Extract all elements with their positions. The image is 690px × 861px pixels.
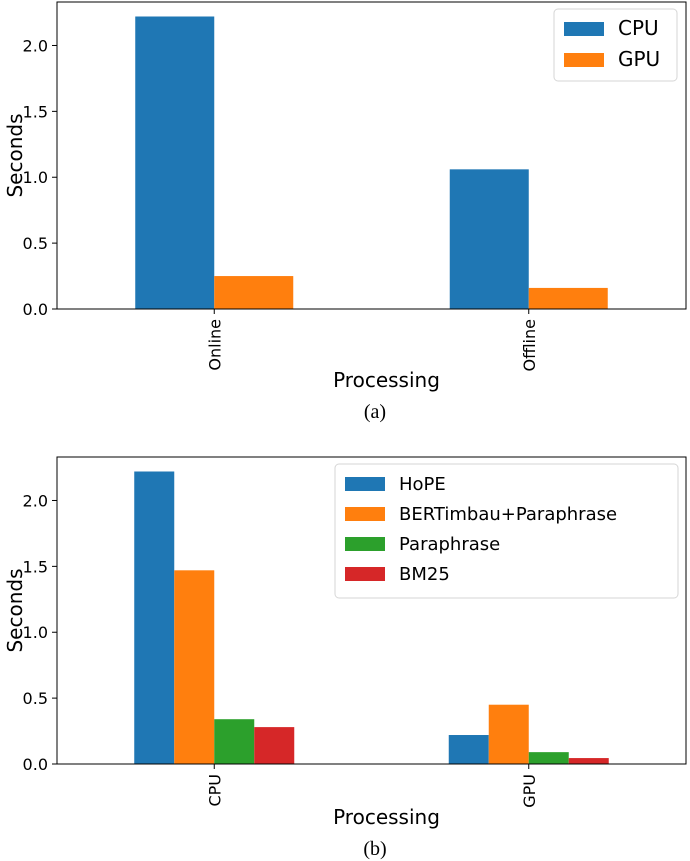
- x-tick-label: CPU: [205, 774, 224, 807]
- legend-swatch: [345, 477, 385, 491]
- figure-caption: (b): [363, 838, 386, 860]
- y-tick-label: 1.5: [23, 557, 48, 576]
- bar-bertimbau-paraphrase-cpu: [174, 570, 215, 764]
- bar-paraphrase-cpu: [214, 719, 255, 764]
- legend: CPU GPU: [553, 8, 678, 82]
- x-tick-label: Offline: [520, 319, 539, 372]
- bar-hope-gpu: [448, 735, 489, 764]
- axes-frame: [56, 456, 687, 765]
- chart-b: CPU GPU 0.0 0.5 1.0 1.5 2.0 Processing Seconds (b…: [3, 456, 687, 860]
- bar-bm25-cpu: [254, 727, 295, 764]
- bar-bm25-gpu: [568, 758, 609, 764]
- legend-label: Paraphrase: [399, 534, 500, 555]
- y-tick-label: 2.0: [23, 491, 48, 510]
- y-axis-label: Seconds: [3, 113, 27, 197]
- bar-hope-cpu: [134, 471, 175, 764]
- y-tick-label: 0.0: [23, 300, 48, 319]
- legend-label: BM25: [399, 564, 450, 585]
- bar-cpu-offline: [449, 169, 529, 309]
- y-tick-label: 2.0: [23, 36, 48, 55]
- legend-swatch: [564, 22, 604, 36]
- legend-swatch: [345, 567, 385, 581]
- x-axis-label: Processing: [333, 368, 440, 392]
- y-tick-label: 0.5: [23, 234, 48, 253]
- x-axis-label: Processing: [333, 805, 440, 829]
- y-tick-label: 0.0: [23, 755, 48, 774]
- bar-cpu-online: [135, 16, 215, 310]
- y-tick-label: 1.0: [23, 168, 48, 187]
- y-tick-label: 0.5: [23, 689, 48, 708]
- y-tick-label: 1.0: [23, 623, 48, 642]
- bar-bertimbau-paraphrase-gpu: [488, 704, 529, 764]
- legend-box: [334, 463, 679, 599]
- y-tick-label: 1.5: [23, 102, 48, 121]
- bar-gpu-offline: [528, 287, 608, 309]
- legend: HoPE BERTimbau+Paraphrase Paraphrase BM25: [334, 463, 679, 599]
- bar-paraphrase-gpu: [528, 752, 569, 764]
- x-tick-label: GPU: [520, 774, 539, 808]
- bar-gpu-online: [214, 276, 294, 309]
- legend-label: GPU: [618, 47, 660, 71]
- axes-frame: [56, 1, 687, 310]
- x-tick-label: Online: [205, 319, 224, 371]
- legend-swatch: [564, 53, 604, 67]
- legend-label: HoPE: [399, 474, 446, 495]
- legend-label: BERTimbau+Paraphrase: [399, 504, 617, 525]
- figure-caption: (a): [364, 401, 386, 423]
- legend-label: CPU: [618, 16, 659, 40]
- legend-swatch: [345, 507, 385, 521]
- legend-swatch: [345, 537, 385, 551]
- y-axis-label: Seconds: [3, 568, 27, 652]
- chart-a: Online Offline 0.0 0.5 1.0 1.5 2.0 Processing Se…: [3, 1, 687, 423]
